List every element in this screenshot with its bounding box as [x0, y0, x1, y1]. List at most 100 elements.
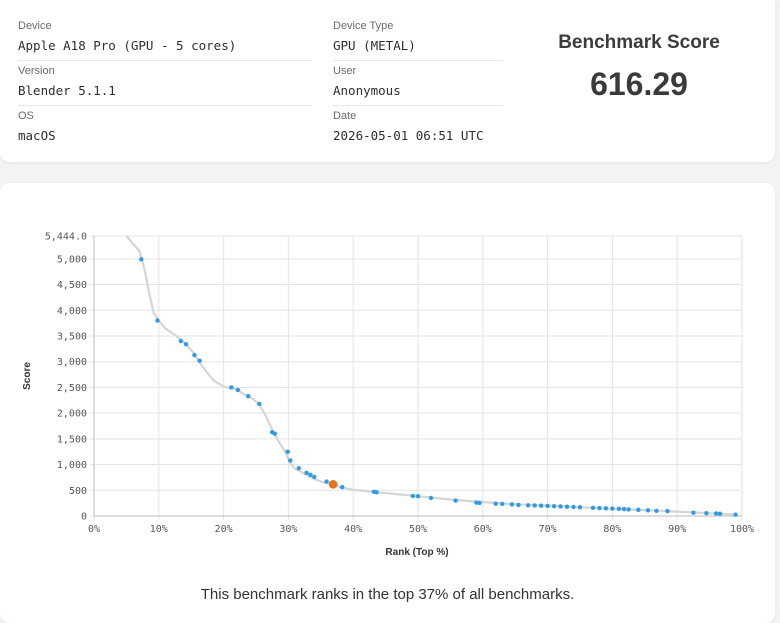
y-tick-label: 1,500: [57, 434, 87, 445]
benchmark-point: [590, 505, 596, 510]
grid-lines: [90, 235, 743, 520]
device-type-field: Device Type GPU (METAL): [333, 20, 503, 61]
x-axis-title: Rank (Top %): [385, 547, 448, 558]
y-tick-label: 3,000: [57, 357, 87, 368]
current-benchmark-point: [328, 480, 338, 489]
benchmark-points: [139, 257, 738, 517]
benchmark-point: [474, 500, 479, 505]
benchmark-point: [183, 342, 189, 347]
benchmark-point: [704, 510, 709, 516]
benchmark-point: [636, 507, 641, 513]
benchmark-info-card: Device Apple A18 Pro (GPU - 5 cores) Ver…: [0, 0, 775, 162]
x-tick-label: 0%: [88, 524, 100, 535]
benchmark-point: [235, 387, 241, 393]
benchmark-point: [713, 511, 719, 516]
user-value: Anonymous: [333, 83, 401, 98]
version-label: Version: [18, 65, 55, 77]
benchmark-point: [312, 474, 317, 480]
os-value: macOS: [18, 128, 56, 143]
benchmark-point: [597, 505, 602, 511]
benchmark-point: [577, 505, 583, 510]
y-tick-label: 500: [69, 486, 87, 497]
x-tick-label: 10%: [150, 524, 168, 535]
benchmark-point: [610, 506, 615, 511]
user-label: User: [333, 65, 357, 77]
x-tick-label: 60%: [474, 524, 492, 535]
y-tick-label: 0: [81, 512, 87, 523]
benchmark-point: [558, 504, 563, 509]
benchmark-point: [509, 502, 515, 507]
benchmark-point: [645, 508, 651, 513]
date-value: 2026-05-01 06:51 UTC: [333, 128, 484, 143]
os-field: OS macOS: [18, 110, 312, 150]
version-value: Blender 5.1.1: [18, 83, 116, 98]
y-tick-label: 5,000: [57, 254, 87, 265]
benchmark-point: [603, 506, 609, 511]
benchmark-point: [304, 470, 309, 475]
benchmark-point: [691, 510, 696, 515]
x-tick-label: 80%: [603, 524, 621, 535]
user-field: User Anonymous: [333, 65, 503, 106]
date-field: Date 2026-05-01 06:51 UTC: [333, 110, 533, 150]
distribution-curve: [125, 235, 736, 516]
rank-summary-text: This benchmark ranks in the top 37% of a…: [200, 586, 575, 603]
y-tick-label: 5,444.0: [45, 232, 87, 243]
y-tick-label: 2,500: [57, 383, 87, 394]
device-label: Device: [18, 20, 52, 32]
device-type-value: GPU (METAL): [333, 38, 416, 53]
x-tick-label: 40%: [344, 524, 362, 535]
y-axis-title: Score: [22, 362, 33, 390]
chart-card: 0% 10% 20% 30% 40% 50% 60% 70% 80% 90% 100% 0 500 1,0…: [0, 183, 775, 623]
device-field: Device Apple A18 Pro (GPU - 5 cores): [18, 20, 312, 61]
benchmark-point: [733, 512, 738, 517]
y-tick-label: 2,000: [57, 409, 87, 420]
benchmark-point: [192, 352, 197, 358]
x-tick-label: 50%: [409, 524, 427, 535]
benchmark-point: [621, 506, 627, 512]
benchmark-point: [257, 401, 262, 407]
benchmark-point: [654, 508, 659, 514]
benchmark-point: [139, 257, 144, 262]
benchmark-point: [428, 495, 434, 501]
benchmark-point: [717, 511, 723, 516]
benchmark-point: [272, 431, 277, 436]
y-tick-label: 1,000: [57, 460, 87, 471]
benchmark-point: [626, 507, 631, 512]
benchmark-point: [246, 393, 251, 399]
y-tick-label: 4,500: [57, 280, 87, 291]
benchmark-point: [178, 338, 184, 344]
x-tick-label: 20%: [215, 524, 233, 535]
benchmark-point: [500, 501, 505, 507]
benchmark-point: [229, 385, 234, 390]
device-value: Apple A18 Pro (GPU - 5 cores): [18, 38, 237, 53]
benchmark-point: [516, 502, 521, 508]
benchmark-point: [545, 503, 550, 509]
benchmark-point: [155, 318, 160, 323]
benchmark-point: [296, 465, 301, 471]
axes: 0% 10% 20% 30% 40% 50% 60% 70% 80% 90% 100% 0 500 1,0…: [45, 232, 754, 536]
benchmark-score-value: 616.29: [590, 66, 688, 102]
benchmark-point: [564, 504, 570, 509]
benchmark-point: [525, 503, 531, 508]
benchmark-point: [285, 449, 290, 454]
benchmark-point: [571, 504, 576, 510]
x-tick-label: 70%: [539, 524, 557, 535]
benchmark-point: [532, 503, 537, 508]
benchmark-point: [538, 503, 544, 508]
x-tick-label: 90%: [668, 524, 686, 535]
benchmark-point: [339, 484, 345, 490]
os-label: OS: [18, 110, 34, 122]
benchmark-point: [308, 472, 313, 478]
benchmark-point: [410, 493, 416, 499]
benchmark-point: [551, 504, 557, 509]
benchmark-score-label: Benchmark Score: [558, 32, 720, 53]
date-label: Date: [333, 110, 357, 122]
benchmark-point: [453, 498, 458, 503]
rank-score-chart: 0% 10% 20% 30% 40% 50% 60% 70% 80% 90% 100% 0 500 1,0…: [22, 232, 754, 559]
y-tick-label: 3,500: [57, 331, 87, 342]
device-type-label: Device Type: [333, 20, 394, 32]
distribution-line: [125, 235, 736, 516]
benchmark-point: [415, 493, 421, 499]
version-field: Version Blender 5.1.1: [18, 65, 312, 106]
benchmark-point: [616, 506, 622, 511]
